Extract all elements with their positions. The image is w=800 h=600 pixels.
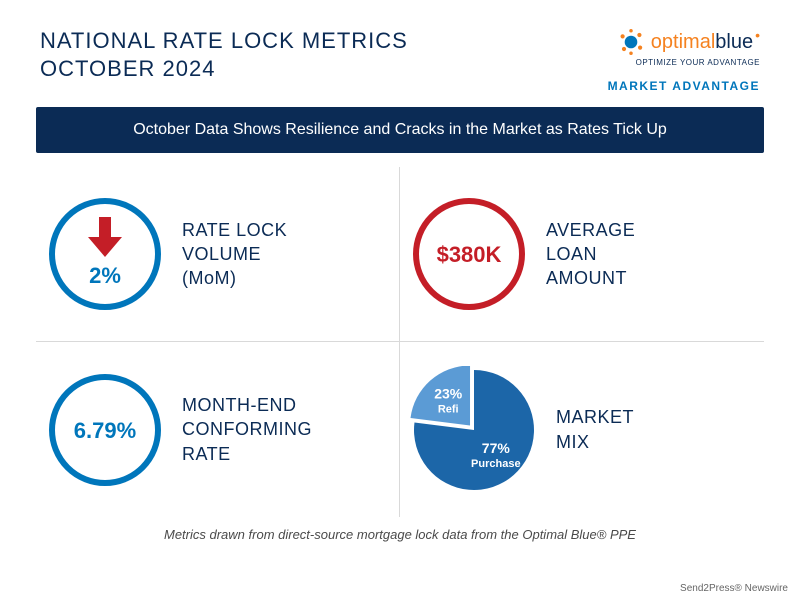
conforming-rate-circle: 6.79% [46, 371, 164, 489]
conforming-rate-label: MONTH-ENDCONFORMINGRATE [182, 393, 312, 466]
logo-block: optimalblue• OPTIMIZE YOUR ADVANTAGE MAR… [560, 28, 760, 93]
pie-name-purchase: Purchase [471, 457, 521, 469]
metric-avg-loan: $380K AVERAGELOANAMOUNT [400, 167, 764, 342]
optimalblue-logo-icon [617, 28, 645, 56]
banner: October Data Shows Resilience and Cracks… [36, 107, 764, 153]
infographic-card: NATIONAL RATE LOCK METRICS OCTOBER 2024 … [0, 0, 800, 600]
logo-tagline: OPTIMIZE YOUR ADVANTAGE [560, 58, 760, 67]
avg-loan-value: $380K [437, 242, 502, 267]
newswire-credit: Send2Press® Newswire [680, 583, 788, 594]
rate-lock-circle: 2% [46, 195, 164, 313]
title-line2: OCTOBER 2024 [40, 56, 408, 82]
pie-name-refi: Refi [438, 403, 459, 415]
title-block: NATIONAL RATE LOCK METRICS OCTOBER 2024 [40, 28, 408, 82]
pie-pct-purchase: 77% [482, 439, 511, 455]
footnote: Metrics drawn from direct-source mortgag… [0, 527, 800, 542]
title-line1: NATIONAL RATE LOCK METRICS [40, 28, 408, 54]
metric-conforming-rate: 6.79% MONTH-ENDCONFORMINGRATE [36, 342, 400, 517]
rate-lock-label: RATE LOCKVOLUME(MoM) [182, 218, 287, 291]
logo-row: optimalblue• [560, 28, 760, 56]
metric-rate-lock: 2% RATE LOCKVOLUME(MoM) [36, 167, 400, 342]
metric-market-mix: 77% Purchase 23% Refi MARKETMIX [400, 342, 764, 517]
metrics-grid: 2% RATE LOCKVOLUME(MoM) $380K AVERAGELOA… [36, 167, 764, 517]
header: NATIONAL RATE LOCK METRICS OCTOBER 2024 … [0, 0, 800, 107]
market-mix-label: MARKETMIX [556, 405, 634, 454]
avg-loan-label: AVERAGELOANAMOUNT [546, 218, 635, 291]
market-mix-pie: 77% Purchase 23% Refi [410, 366, 538, 494]
pie-pct-refi: 23% [434, 385, 463, 401]
conforming-rate-value: 6.79% [74, 418, 136, 443]
logo-text: optimalblue• [651, 31, 760, 54]
avg-loan-circle: $380K [410, 195, 528, 313]
market-advantage: MARKET ADVANTAGE [560, 79, 760, 93]
rate-lock-value: 2% [89, 263, 121, 288]
